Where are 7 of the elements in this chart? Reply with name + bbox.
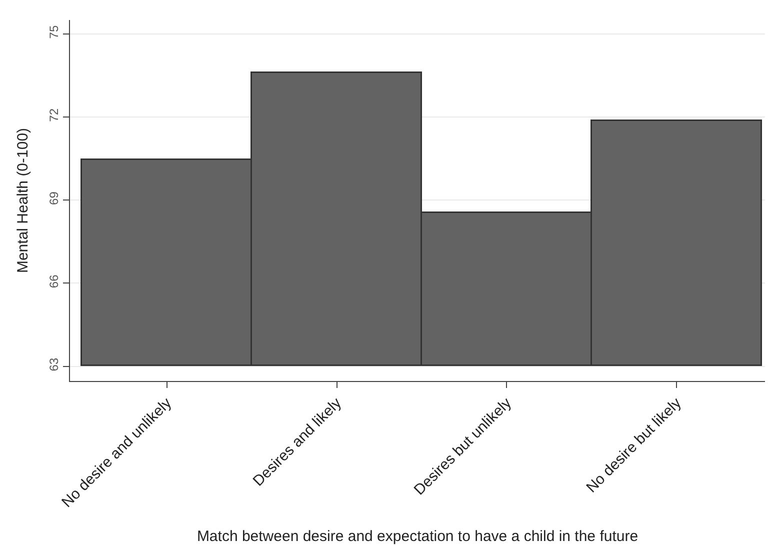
x-axis-title: Match between desire and expectation to have a child in the future: [196, 528, 638, 545]
y-tick-label: 66: [47, 274, 62, 288]
y-axis-title: Mental Health (0-100): [14, 128, 32, 274]
y-tick-label: 63: [47, 358, 62, 372]
y-tick-label: 75: [47, 25, 62, 39]
y-tick-label: 72: [47, 108, 62, 122]
y-tick-label: 69: [47, 191, 62, 205]
